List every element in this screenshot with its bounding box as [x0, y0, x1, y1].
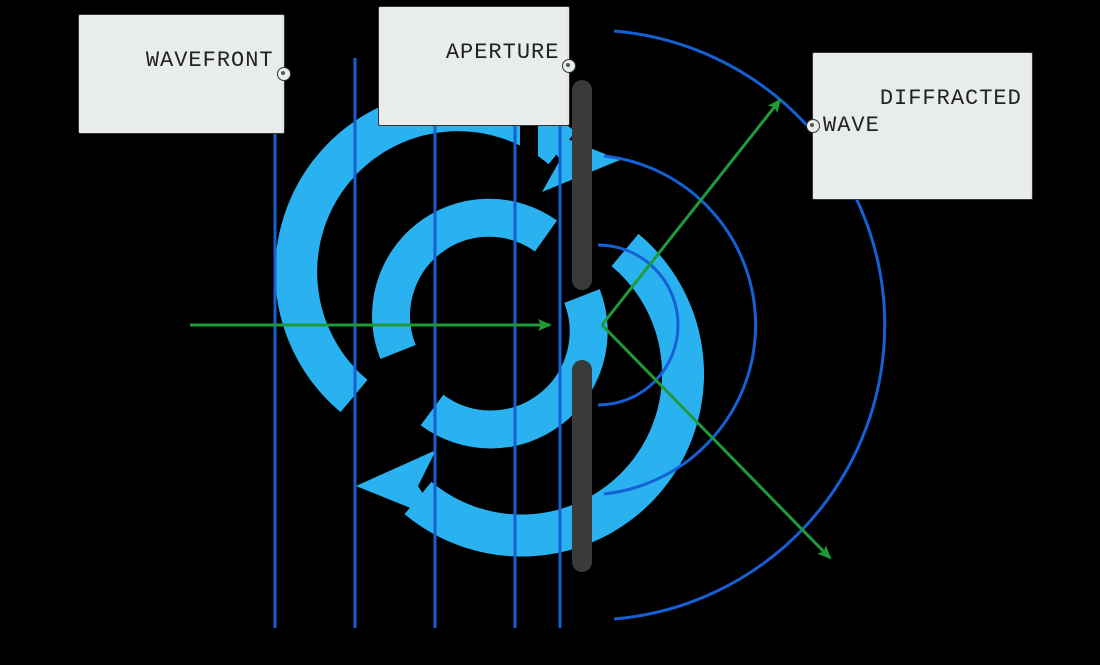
label-notch-icon	[562, 59, 576, 73]
label-diffracted-text: DIFFRACTED WAVE	[823, 86, 1022, 139]
label-diffracted-wave: DIFFRACTED WAVE	[812, 52, 1033, 200]
diagram-canvas: WAVEFRONT APERTURE DIFFRACTED WAVE	[0, 0, 1100, 665]
label-notch-icon	[806, 119, 820, 133]
label-aperture: APERTURE	[378, 6, 570, 126]
diffracted-arrow-down	[602, 325, 830, 558]
label-wavefront: WAVEFRONT	[78, 14, 285, 134]
label-aperture-text: APERTURE	[446, 40, 560, 65]
label-notch-icon	[277, 67, 291, 81]
label-wavefront-text: WAVEFRONT	[146, 48, 274, 73]
